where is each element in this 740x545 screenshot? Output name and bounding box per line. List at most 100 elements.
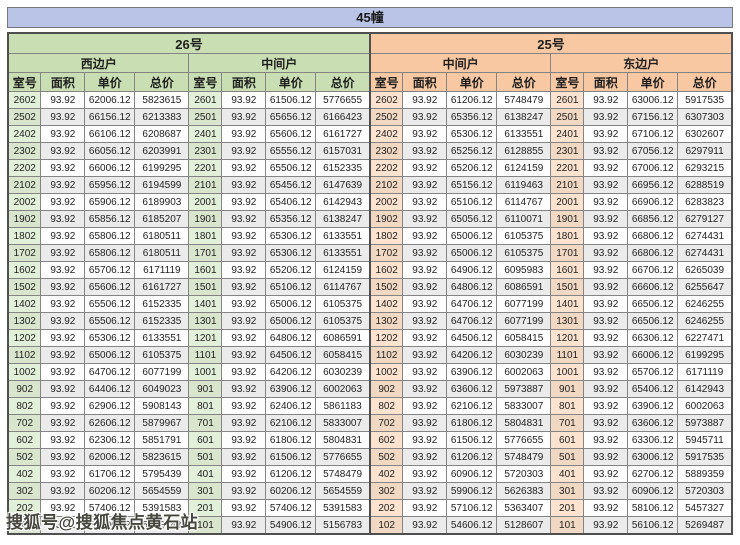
price-cell: 66056.12: [84, 142, 136, 160]
total-cell: 5804831: [496, 414, 552, 432]
price-cell: 62406.12: [265, 397, 317, 415]
col-header-price: 单价: [446, 72, 498, 92]
price-cell: 65456.12: [265, 176, 317, 194]
price-cell: 67006.12: [627, 159, 679, 177]
table-row: 2202 93.92 66006.12 6199295 2201 93.92 65506.1…: [7, 159, 733, 177]
total-cell: 6171119: [677, 363, 733, 381]
total-cell: 6095983: [496, 261, 552, 279]
price-cell: 58106.12: [627, 499, 679, 517]
room-cell: 2202: [368, 159, 404, 177]
room-cell: 1602: [7, 261, 42, 279]
total-cell: 6227471: [677, 329, 733, 347]
table-row: 2302 93.92 66056.12 6203991 2301 93.92 65556.1…: [7, 142, 733, 160]
room-cell: 402: [7, 465, 42, 483]
room-cell: 502: [368, 448, 404, 466]
price-cell: 61206.12: [446, 448, 498, 466]
price-cell: 64806.12: [446, 278, 498, 296]
price-cell: 62706.12: [627, 465, 679, 483]
total-cell: 6147639: [315, 176, 371, 194]
room-cell: 2401: [188, 125, 223, 143]
price-cell: 61506.12: [446, 431, 498, 449]
area-cell: 93.92: [40, 448, 86, 466]
area-cell: 93.92: [221, 227, 267, 245]
price-cell: 65156.12: [446, 176, 498, 194]
price-cell: 65806.12: [84, 227, 136, 245]
room-cell: 202: [368, 499, 404, 517]
room-cell: 2201: [188, 159, 223, 177]
area-cell: 93.92: [402, 278, 448, 296]
room-cell: 1801: [550, 227, 585, 245]
room-cell: 2501: [550, 108, 585, 126]
price-cell: 64706.12: [446, 312, 498, 330]
price-cell: 63306.12: [627, 431, 679, 449]
total-cell: 6152335: [315, 159, 371, 177]
total-cell: 6058415: [496, 329, 552, 347]
room-cell: 1902: [7, 210, 42, 228]
table-row: 1302 93.92 65506.12 6152335 1301 93.92 65006.1…: [7, 312, 733, 330]
room-cell: 602: [368, 431, 404, 449]
table-row: 1002 93.92 64706.12 6077199 1001 93.92 64206.1…: [7, 363, 733, 381]
price-cell: 66156.12: [84, 108, 136, 126]
price-cell: 66706.12: [627, 261, 679, 279]
area-cell: 93.92: [221, 414, 267, 432]
area-cell: 93.92: [221, 244, 267, 262]
total-cell: 6208687: [134, 125, 190, 143]
total-cell: 6133551: [134, 329, 190, 347]
total-cell: 6002063: [496, 363, 552, 381]
total-cell: 6077199: [496, 312, 552, 330]
area-cell: 93.92: [583, 108, 629, 126]
room-cell: 2301: [188, 142, 223, 160]
area-cell: 93.92: [221, 448, 267, 466]
area-cell: 93.92: [402, 431, 448, 449]
room-cell: 2401: [550, 125, 585, 143]
area-cell: 93.92: [402, 210, 448, 228]
price-cell: 66906.12: [627, 193, 679, 211]
area-cell: 93.92: [402, 108, 448, 126]
total-cell: 6279127: [677, 210, 733, 228]
price-cell: 62106.12: [446, 397, 498, 415]
room-cell: 801: [550, 397, 585, 415]
area-cell: 93.92: [40, 142, 86, 160]
area-cell: 93.92: [40, 516, 86, 535]
room-cell: 1102: [7, 346, 42, 364]
total-cell: 6180511: [134, 227, 190, 245]
total-cell: 6077199: [496, 295, 552, 313]
area-cell: 93.92: [40, 210, 86, 228]
price-cell: 65306.12: [265, 227, 317, 245]
room-cell: 1402: [7, 295, 42, 313]
room-cell: 901: [188, 380, 223, 398]
area-cell: 93.92: [40, 261, 86, 279]
room-cell: 2602: [7, 91, 42, 109]
price-cell: 63606.12: [627, 414, 679, 432]
area-cell: 93.92: [583, 193, 629, 211]
total-cell: 6152335: [134, 295, 190, 313]
table-row: 1202 93.92 65306.12 6133551 1201 93.92 64806.1…: [7, 329, 733, 347]
area-cell: 93.92: [221, 312, 267, 330]
price-cell: 60906.12: [627, 482, 679, 500]
total-cell: 5654559: [315, 482, 371, 500]
area-cell: 93.92: [402, 329, 448, 347]
area-cell: 93.92: [583, 210, 629, 228]
total-cell: 5748479: [496, 91, 552, 109]
room-cell: 101: [188, 516, 223, 535]
area-cell: 93.92: [402, 312, 448, 330]
area-cell: 93.92: [402, 159, 448, 177]
room-cell: 202: [7, 499, 42, 517]
price-cell: 66856.12: [627, 210, 679, 228]
price-cell: 64706.12: [446, 295, 498, 313]
unit-row: 西边户 中间户 中间户 东边户: [7, 53, 733, 73]
total-cell: 5908143: [134, 397, 190, 415]
price-table-body: 2602 93.92 62006.12 5823615 2601 93.92 61506.1…: [7, 91, 733, 535]
price-cell: 65006.12: [84, 346, 136, 364]
area-cell: 93.92: [402, 346, 448, 364]
area-cell: 93.92: [402, 448, 448, 466]
price-cell: 65256.12: [446, 142, 498, 160]
room-cell: 1201: [188, 329, 223, 347]
total-cell: 6133551: [315, 227, 371, 245]
total-cell: 5654559: [134, 482, 190, 500]
area-cell: 93.92: [40, 176, 86, 194]
room-cell: 2402: [368, 125, 404, 143]
area-cell: 93.92: [221, 329, 267, 347]
area-cell: 93.92: [221, 380, 267, 398]
total-cell: 5795439: [134, 465, 190, 483]
